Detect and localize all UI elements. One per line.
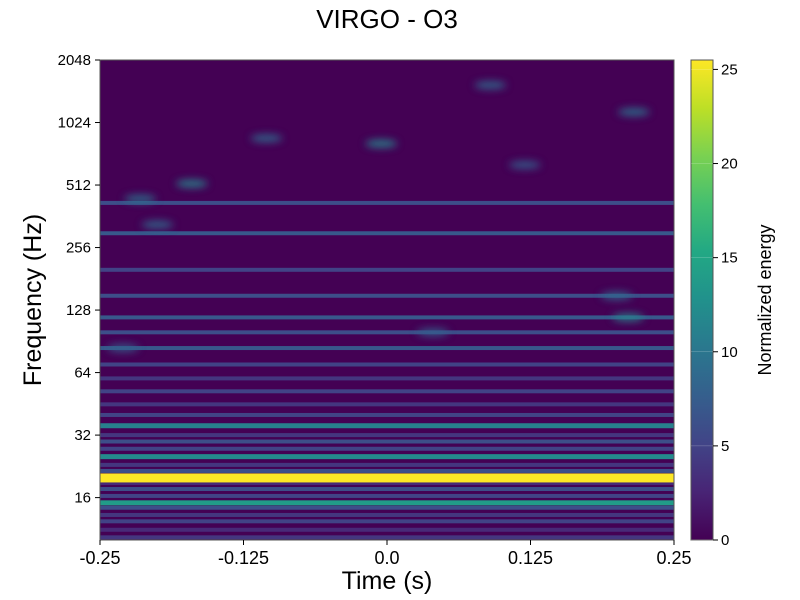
frequency-bands: [100, 200, 674, 540]
energy-blob: [617, 108, 650, 117]
x-axis-label: Time (s): [342, 567, 433, 595]
frequency-band: [100, 527, 674, 532]
y-axis-ticks: 16 32 64 128 256 512 1024 2048: [58, 52, 100, 507]
frequency-band: [100, 481, 674, 486]
frequency-band: [100, 519, 674, 524]
colorbar-fill: [690, 59, 714, 541]
energy-blob: [106, 344, 139, 353]
y-tick-label: 2048: [58, 52, 91, 69]
x-tick-label: 0.0: [374, 548, 399, 568]
y-tick-label: 1024: [58, 115, 91, 132]
frequency-band: [100, 362, 674, 367]
chart-title: VIRGO - O3: [316, 4, 458, 34]
frequency-band: [100, 433, 674, 438]
energy-blob: [612, 313, 645, 322]
frequency-band: [100, 468, 674, 473]
energy-blob: [250, 134, 283, 143]
plot-area: [100, 60, 674, 540]
frequency-band: [100, 346, 674, 351]
energy-blobs: [106, 81, 650, 353]
energy-blob: [175, 179, 208, 188]
y-tick-label: 256: [66, 240, 91, 257]
frequency-band: [100, 473, 674, 483]
colorbar-tick-label: 10: [721, 344, 738, 361]
frequency-band: [100, 462, 674, 467]
colorbar-tick-label: 15: [721, 250, 738, 267]
y-tick-label: 128: [66, 302, 91, 319]
frequency-band: [100, 454, 674, 460]
colorbar-tick-label: 20: [721, 156, 738, 173]
frequency-band: [100, 500, 674, 506]
colorbar-ticks: 0 5 10 15 20 25: [691, 61, 738, 549]
colorbar-tick-label: 25: [721, 61, 738, 78]
frequency-band: [100, 231, 674, 236]
frequency-band: [100, 446, 674, 451]
x-tick-label: -0.125: [218, 548, 269, 568]
frequency-band: [100, 389, 674, 394]
colorbar-label: Normalized energy: [755, 224, 775, 375]
frequency-band: [100, 402, 674, 407]
energy-blob: [508, 160, 541, 169]
frequency-band: [100, 535, 674, 540]
energy-blob: [474, 81, 507, 90]
y-tick-label: 32: [74, 427, 91, 444]
frequency-band: [100, 200, 674, 205]
frequency-band: [100, 493, 674, 498]
x-tick-label: 0.25: [656, 548, 691, 568]
frequency-band: [100, 330, 674, 335]
colorbar-tick-label: 5: [721, 438, 729, 455]
energy-blob: [416, 328, 449, 337]
energy-blob: [600, 291, 633, 300]
x-tick-label: 0.125: [508, 548, 553, 568]
frequency-band: [100, 376, 674, 381]
x-tick-label: -0.25: [79, 548, 120, 568]
y-tick-label: 16: [74, 490, 91, 507]
colorbar-tick-label: 0: [721, 532, 729, 549]
frequency-band: [100, 505, 674, 510]
frequency-band: [100, 412, 674, 417]
energy-blob: [124, 194, 157, 203]
y-axis-label: Frequency (Hz): [19, 214, 47, 386]
plot-background: [100, 60, 674, 540]
frequency-band: [100, 267, 674, 272]
y-tick-label: 64: [74, 365, 91, 382]
frequency-band: [100, 512, 674, 517]
frequency-band: [100, 293, 674, 298]
x-axis-ticks: -0.25 -0.125 0.0 0.125 0.25: [79, 540, 692, 568]
energy-blob: [365, 139, 398, 148]
frequency-band: [100, 487, 674, 492]
frequency-band: [100, 423, 674, 429]
y-tick-label: 512: [66, 177, 91, 194]
frequency-band: [100, 439, 674, 444]
colorbar: 0 5 10 15 20 25 Normalized energy: [690, 59, 775, 549]
energy-blob: [141, 220, 174, 229]
frequency-band: [100, 315, 674, 320]
